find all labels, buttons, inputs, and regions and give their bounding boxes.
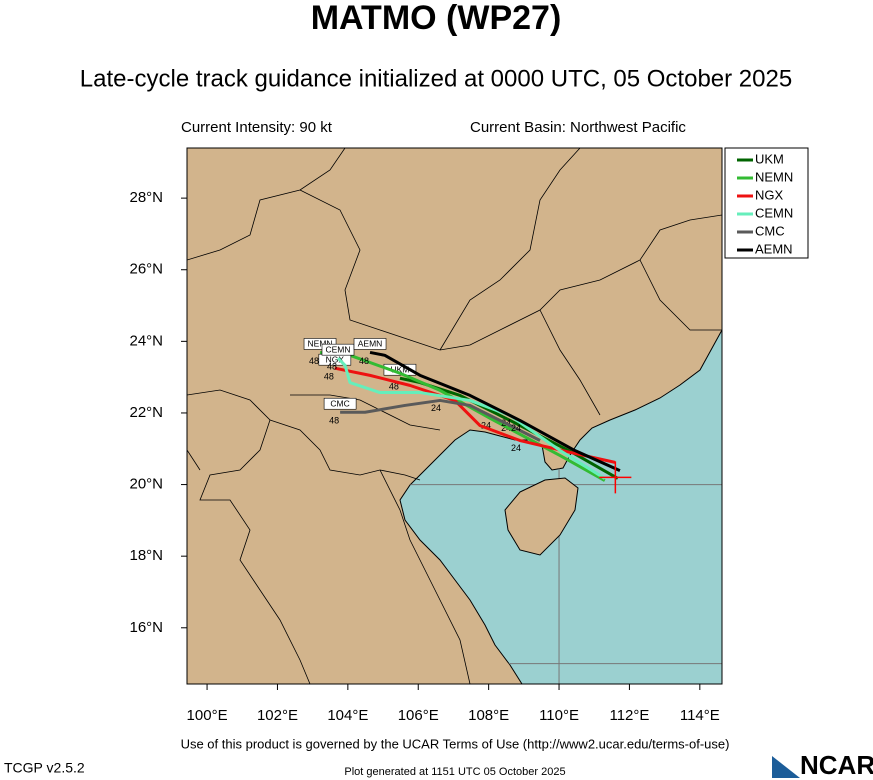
y-tick-label: 26°N: [129, 261, 163, 278]
terms: Use of this product is governed by the U…: [181, 736, 730, 751]
track-label-box: [353, 338, 387, 350]
track-label: NGX: [326, 354, 345, 364]
y-tick-label: 16°N: [129, 619, 163, 636]
track-label: CMC: [330, 398, 349, 408]
tracks: 2448UKM2448NEMN2448NGX2448CEMN2448CMC244…: [303, 338, 632, 494]
legend-label: NGX: [755, 187, 784, 202]
y-tick-label: 20°N: [129, 476, 163, 493]
x-tick-label: 102°E: [257, 707, 298, 724]
tau-label: 48: [359, 356, 369, 366]
legend-label: UKM: [755, 151, 784, 166]
borders: [187, 148, 722, 684]
tau-label: 24: [511, 443, 521, 453]
x-tick-label: 100°E: [187, 707, 228, 724]
subtitle: Late-cycle track guidance initialized at…: [80, 65, 792, 92]
tau-label: 48: [324, 372, 334, 382]
x-tick-label: 114°E: [680, 707, 720, 724]
x-tick-label: 104°E: [327, 707, 368, 724]
tau-label: 48: [329, 416, 339, 426]
current-position: [599, 461, 632, 494]
tau-label: 48: [327, 362, 337, 372]
tau-label: 24: [481, 421, 491, 431]
tau-label: 48: [309, 356, 319, 366]
tau-label: 24: [511, 423, 521, 433]
x-tick-label: 110°E: [539, 707, 579, 724]
map-frame: [186, 147, 723, 685]
basin: Current Basin: Northwest Pacific: [470, 119, 686, 136]
y-tick-label: 28°N: [129, 189, 163, 206]
legend-label: CMC: [755, 223, 785, 238]
title: MATMO (WP27): [311, 0, 562, 37]
track-label: CEMN: [325, 344, 350, 354]
legend-label: AEMN: [755, 241, 793, 256]
track-label: NEMN: [308, 339, 333, 349]
y-tick-label: 22°N: [129, 404, 163, 421]
intensity: Current Intensity: 90 kt: [181, 119, 333, 136]
track-label: UKM: [390, 364, 409, 374]
x-tick-label: 112°E: [609, 707, 649, 724]
track-label-box: [323, 397, 357, 410]
legend-label: CEMN: [755, 205, 793, 220]
logo-mark: [772, 756, 800, 778]
hainan: [504, 477, 579, 556]
track: [369, 350, 621, 472]
track-label: AEMN: [358, 339, 383, 349]
legend: [724, 147, 809, 259]
x-tick-label: 106°E: [398, 707, 439, 724]
track: [340, 398, 541, 442]
logo: NCAR: [800, 750, 873, 780]
version: TCGP v2.5.2: [4, 760, 85, 776]
y-tick-label: 18°N: [129, 547, 163, 564]
generated: Plot generated at 1151 UTC 05 October 20…: [344, 766, 565, 778]
legend-label: NEMN: [755, 169, 793, 184]
x-tick-label: 108°E: [468, 707, 509, 724]
tau-label: 24: [431, 403, 441, 413]
y-tick-label: 24°N: [129, 332, 163, 349]
track: [336, 357, 606, 480]
tau-label: 48: [389, 382, 399, 392]
